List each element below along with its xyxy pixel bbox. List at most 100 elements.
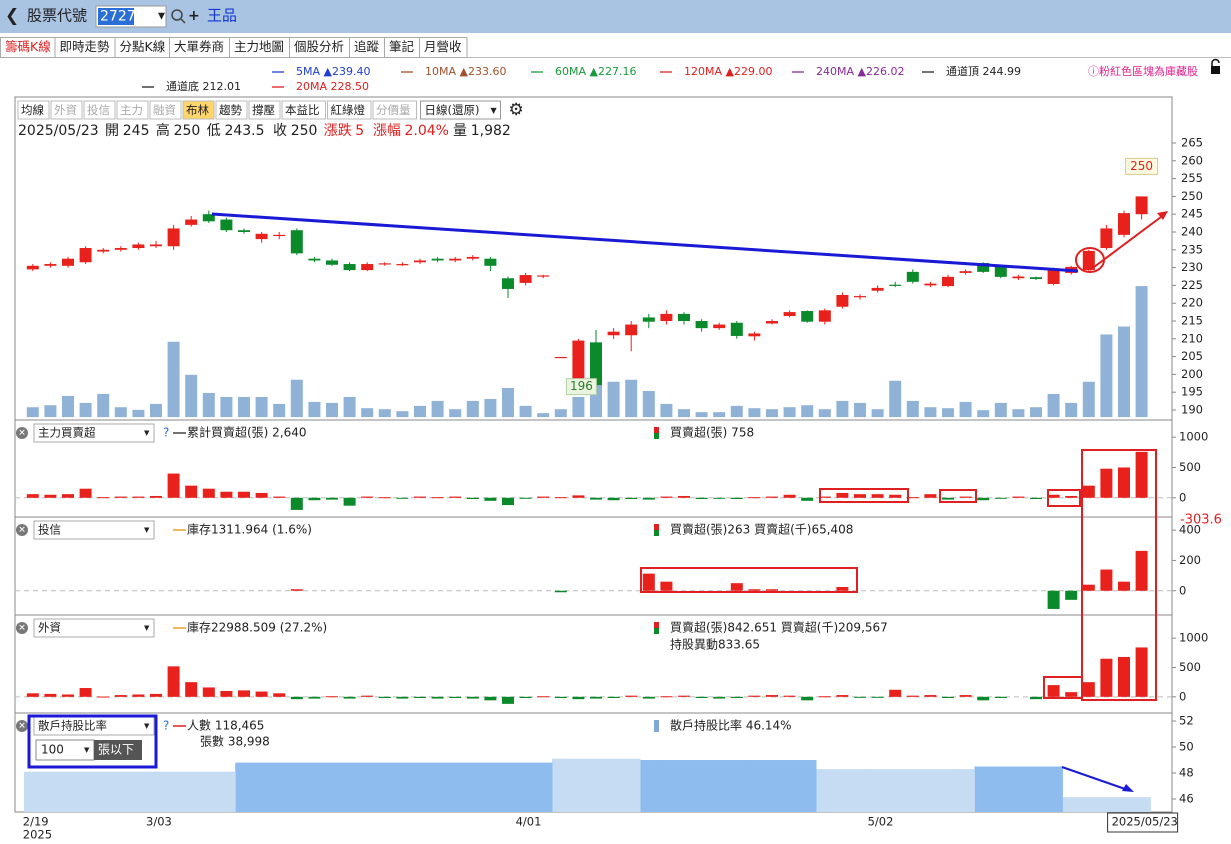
flow-bar — [502, 696, 514, 704]
close-icon[interactable] — [16, 427, 28, 439]
add-icon[interactable]: + — [188, 8, 200, 24]
flow-bar — [748, 497, 761, 499]
toolbar-button[interactable] — [281, 100, 326, 120]
retail-area — [587, 758, 606, 812]
indicator-select[interactable] — [33, 520, 155, 540]
candle-body — [924, 283, 937, 286]
flow-bar — [396, 497, 409, 499]
back-icon[interactable]: ❮ — [5, 6, 19, 26]
flow-bar — [730, 583, 743, 591]
candle-body — [1100, 228, 1113, 249]
retail-area — [1097, 797, 1116, 812]
flow-bar — [185, 682, 198, 697]
close-icon[interactable] — [16, 720, 28, 732]
retail-area — [745, 760, 764, 812]
retail-area — [1027, 766, 1046, 812]
flow-bar — [766, 589, 778, 591]
volume-bar — [924, 407, 937, 418]
candle-body — [554, 356, 567, 359]
flow-bar — [924, 695, 937, 697]
indicator-select-label: 外資 — [38, 621, 61, 635]
retail-area — [974, 766, 993, 812]
volume-bar — [1135, 286, 1148, 418]
toolbar-button[interactable] — [116, 100, 149, 120]
toolbar-button[interactable] — [182, 100, 215, 120]
toolbar-button[interactable] — [50, 100, 83, 120]
flow-bar — [326, 696, 338, 698]
flow-bar — [1118, 656, 1130, 697]
tab[interactable] — [419, 37, 468, 58]
search-icon[interactable] — [171, 9, 183, 21]
volume-bar — [713, 412, 726, 418]
quote-field: 245 — [123, 123, 150, 139]
tab-label[interactable]: 月營收 — [424, 39, 462, 54]
flow-bar — [625, 497, 638, 499]
period-select[interactable] — [420, 100, 501, 120]
flow-bar — [97, 696, 110, 698]
close-icon[interactable] — [16, 622, 28, 634]
tab-label[interactable]: 分點K線 — [120, 39, 166, 54]
selection — [98, 8, 134, 25]
dropdown-icon[interactable]: ▼ — [158, 12, 165, 22]
flow-bar — [62, 694, 74, 697]
volume-bar — [1047, 393, 1060, 418]
close-icon-x: ✕ — [18, 722, 26, 732]
volume-bar — [871, 409, 884, 418]
toolbar-button[interactable] — [327, 100, 372, 120]
volume-bar — [255, 396, 268, 418]
quote-field: 收 — [273, 123, 287, 139]
dropdown-icon: ▼ — [144, 429, 150, 437]
flow-bar — [748, 695, 761, 697]
toolbar-button[interactable] — [372, 100, 417, 120]
candle-body — [308, 258, 321, 261]
volume-bar — [238, 396, 250, 418]
lock-icon[interactable] — [1211, 66, 1220, 74]
toolbar-button[interactable] — [17, 100, 50, 120]
tab-label[interactable]: 大單券商 — [174, 39, 224, 54]
tab-label[interactable]: 筆記 — [389, 39, 414, 54]
flow-bar — [1118, 467, 1130, 498]
flow-bar — [836, 695, 849, 697]
retail-area — [604, 758, 623, 812]
candle-body — [167, 228, 180, 247]
y-tick-label: 500 — [1179, 660, 1201, 674]
volume-bar — [678, 409, 690, 418]
flow-bar — [889, 689, 902, 697]
tab-label[interactable]: 個股分析 — [294, 39, 344, 54]
flow-bar — [801, 696, 814, 701]
candle-body — [255, 233, 268, 240]
candle-body — [818, 310, 831, 322]
line-label: 人數 118,465 — [187, 719, 264, 733]
quote-field: 量 — [453, 123, 467, 139]
toolbar-button[interactable] — [83, 100, 116, 120]
toolbar-button[interactable] — [248, 100, 281, 120]
tab-label[interactable]: 主力地圖 — [234, 39, 284, 54]
toolbar-button[interactable] — [215, 100, 248, 120]
candle-body — [185, 219, 198, 225]
code-value[interactable]: 2727 — [100, 9, 136, 25]
tab-label[interactable]: 追蹤 — [354, 39, 380, 54]
flow-bar — [484, 696, 497, 701]
retail-area — [305, 762, 324, 812]
retail-area — [851, 769, 870, 812]
indicator-select[interactable] — [33, 618, 155, 638]
tab-label[interactable]: 即時走勢 — [60, 39, 111, 54]
volume-bar — [1100, 334, 1113, 418]
y-tick-label: 0 — [1179, 689, 1186, 703]
candle-body — [150, 244, 162, 247]
y-tick-label: 205 — [1181, 349, 1203, 363]
line-label: 庫存1311.964 (1.6%) — [187, 523, 312, 537]
flow-bar — [748, 589, 761, 591]
tab-label[interactable]: 籌碼K線 — [5, 39, 51, 54]
quote-field: 250 — [174, 123, 201, 139]
y-tick-label: 200 — [1179, 553, 1201, 567]
volume-bar — [308, 401, 321, 418]
indicator-select[interactable] — [33, 423, 155, 443]
toolbar-button[interactable] — [149, 100, 182, 120]
candle-body — [97, 249, 110, 252]
bar-swatch — [654, 628, 659, 634]
close-icon[interactable] — [16, 524, 28, 536]
volume-bar — [695, 412, 708, 418]
bar-label: 買賣超(張)842.651 買賣超(千)209,567 — [670, 620, 888, 635]
flow-bar — [1065, 692, 1078, 697]
